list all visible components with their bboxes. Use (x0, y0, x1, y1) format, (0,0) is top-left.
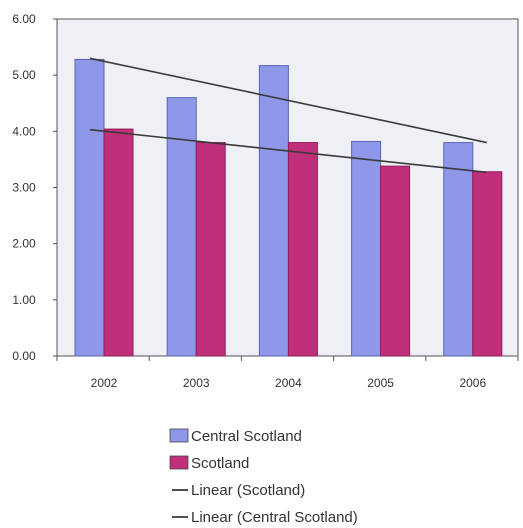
legend-label: Linear (Central Scotland) (191, 509, 358, 526)
bar-central-scotland (166, 97, 197, 357)
x-tick-label: 2006 (459, 376, 486, 390)
x-tick-label: 2005 (367, 376, 394, 390)
legend-label: Scotland (191, 455, 249, 472)
y-axis-ticks: 0.00 1.00 2.00 3.00 4.00 5.00 6.00 (12, 12, 57, 363)
bar-scotland (103, 128, 134, 357)
legend-swatch (169, 455, 189, 470)
y-tick-label: 2.00 (12, 237, 36, 251)
trendlines (89, 57, 487, 174)
bar-central-scotland (258, 65, 289, 357)
legend-swatch (169, 428, 189, 443)
y-tick-label: 0.00 (12, 349, 36, 363)
y-tick-label: 1.00 (12, 293, 36, 307)
bar-scotland (195, 142, 226, 357)
legend: Central Scotland Scotland Linear (Scotland… (169, 428, 358, 526)
bars (74, 58, 503, 357)
bar-central-scotland (74, 58, 105, 357)
legend-label: Central Scotland (191, 428, 302, 445)
x-tick-label: 2002 (91, 376, 118, 390)
x-tick-label: 2003 (183, 376, 210, 390)
bar-central-scotland (351, 140, 382, 357)
x-axis-ticks: 2002 2003 2004 2005 2006 (56, 356, 519, 390)
bar-central-scotland (443, 142, 474, 357)
bar-scotland (472, 171, 503, 357)
y-tick-label: 4.00 (12, 124, 36, 138)
bar-scotland (287, 142, 318, 357)
x-tick-label: 2004 (275, 376, 302, 390)
bar-scotland (380, 165, 411, 357)
y-tick-label: 5.00 (12, 68, 36, 82)
trendline (89, 57, 487, 144)
legend-label: Linear (Scotland) (191, 482, 305, 499)
trendline (89, 128, 487, 174)
y-tick-label: 3.00 (12, 181, 36, 195)
y-tick-label: 6.00 (12, 12, 36, 26)
